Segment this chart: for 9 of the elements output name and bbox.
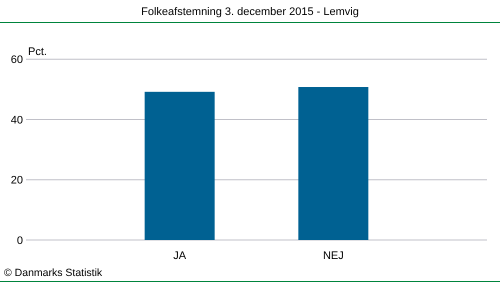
text: © Danmarks Statistik (4, 267, 103, 279)
y-axis-title: Pct. (28, 46, 47, 58)
y-tick-label: 40 (10, 114, 23, 126)
x-tick-label: NEJ (322, 250, 344, 262)
y-tick-label: 60 (10, 54, 23, 66)
y-tick-label: 20 (10, 174, 23, 187)
chart-title: Folkeafstemning 3. december 2015 - Lemvig (141, 6, 359, 18)
y-tick-label: 0 (16, 234, 23, 247)
x-tick-label: JA (173, 250, 187, 262)
